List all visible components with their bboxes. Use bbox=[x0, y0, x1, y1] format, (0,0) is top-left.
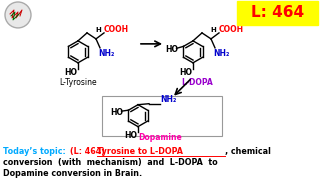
Text: Dopamine: Dopamine bbox=[138, 133, 182, 142]
Text: , chemical: , chemical bbox=[225, 147, 271, 156]
FancyBboxPatch shape bbox=[102, 96, 222, 136]
Text: HO: HO bbox=[124, 131, 137, 140]
Text: H: H bbox=[95, 27, 101, 33]
Text: L-Tyrosine: L-Tyrosine bbox=[59, 78, 97, 87]
Text: HO: HO bbox=[110, 108, 124, 117]
Text: HO: HO bbox=[64, 68, 77, 77]
Text: Tyrosine to L-DOPA: Tyrosine to L-DOPA bbox=[97, 147, 183, 156]
Text: (L: 464): (L: 464) bbox=[70, 147, 108, 156]
Text: conversion  (with  mechanism)  and  L-DOPA  to: conversion (with mechanism) and L-DOPA t… bbox=[3, 158, 218, 166]
Text: L-DOPA: L-DOPA bbox=[181, 78, 213, 87]
FancyBboxPatch shape bbox=[237, 1, 318, 25]
Text: COOH: COOH bbox=[104, 25, 129, 34]
Text: HO: HO bbox=[165, 45, 179, 54]
Text: H: H bbox=[210, 27, 216, 33]
Text: HO: HO bbox=[179, 68, 192, 77]
Text: Dopamine conversion in Brain.: Dopamine conversion in Brain. bbox=[3, 168, 142, 177]
Text: NH₂: NH₂ bbox=[213, 49, 229, 58]
Text: NH₂: NH₂ bbox=[98, 49, 114, 58]
Circle shape bbox=[5, 2, 31, 28]
Text: L: 464: L: 464 bbox=[252, 5, 305, 21]
Text: Today’s topic:: Today’s topic: bbox=[3, 147, 68, 156]
Text: COOH: COOH bbox=[219, 25, 244, 34]
Text: NH₂: NH₂ bbox=[160, 95, 176, 104]
